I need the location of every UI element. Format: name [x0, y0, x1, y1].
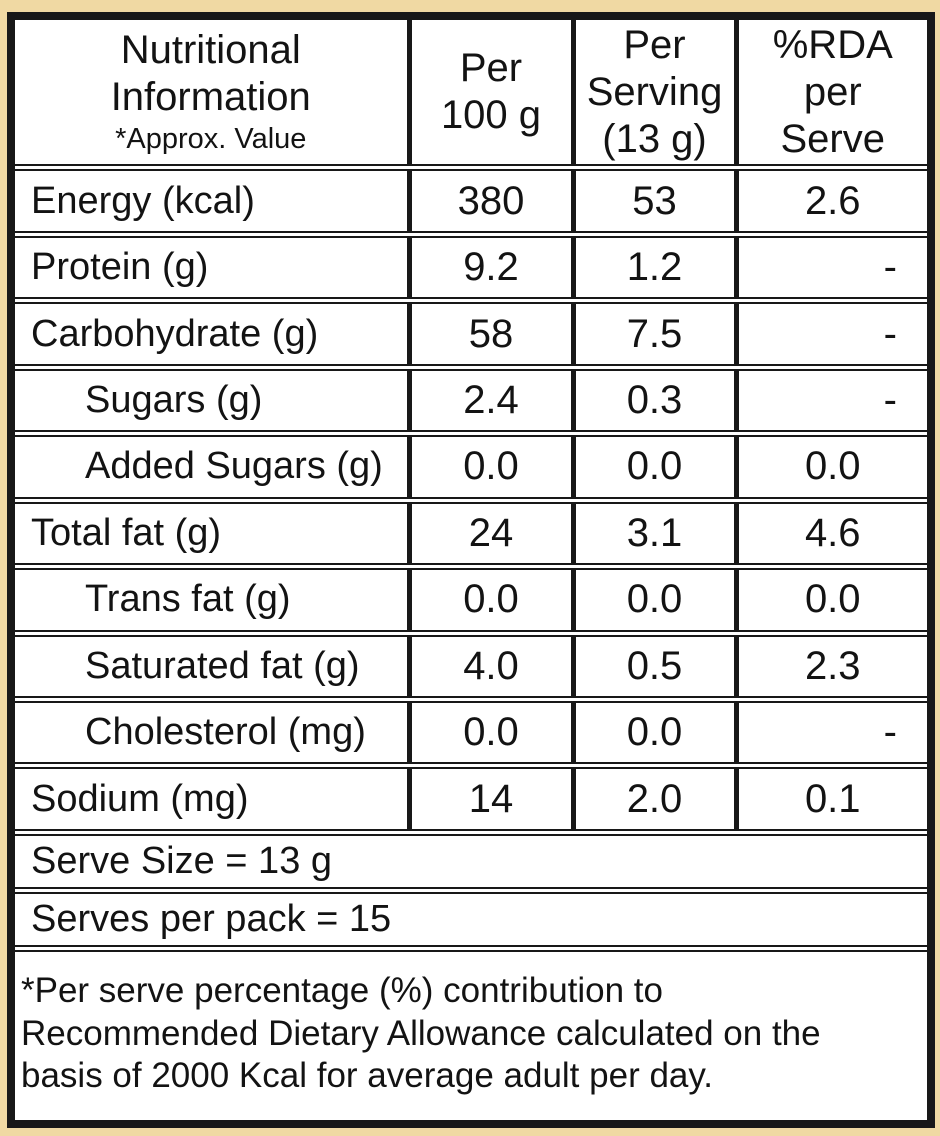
nutrient-row: Total fat (g) 24 3.1 4.6 — [8, 496, 934, 571]
header-title-line-2: Information — [110, 75, 311, 120]
value-per-100g: 9.2 — [406, 230, 576, 305]
value-per-100g: 0.0 — [406, 695, 576, 770]
header-rda-line-1: %RDA — [772, 23, 893, 67]
header-per-100g-line-2: 100 g — [440, 93, 542, 138]
value-per-100g: 58 — [406, 297, 576, 371]
value-per-serving: 7.5 — [570, 297, 739, 371]
value-per-serving: 0.5 — [570, 629, 739, 704]
header-rda-per-serve: %RDA per Serve — [733, 12, 934, 172]
nutrient-label: Sugars (g) — [8, 363, 412, 438]
nutrient-label: Trans fat (g) — [8, 563, 412, 637]
value-per-serving: 0.3 — [570, 363, 739, 438]
header-per-serving-line-1: Per — [623, 23, 686, 67]
rda-note-line-2: Recommended Dietary Allowance calculated… — [21, 1013, 821, 1053]
value-per-serving: 3.1 — [570, 496, 739, 571]
header-row: Nutritional Information *Approx. Value P… — [8, 12, 934, 172]
approx-value-note: *Approx. Value — [115, 122, 307, 155]
nutrition-footer-rows: Serve Size = 13 g Serves per pack = 15 *… — [8, 828, 934, 1128]
value-per-100g: 14 — [406, 762, 576, 836]
serves-per-pack-row: Serves per pack = 15 — [8, 886, 934, 952]
header-title-line-1: Nutritional — [120, 28, 301, 73]
header-per-serving: Per Serving (13 g) — [570, 12, 739, 172]
nutrient-label: Added Sugars (g) — [8, 430, 412, 504]
nutrient-row: Cholesterol (mg) 0.0 0.0- — [8, 695, 934, 770]
value-rda-per-serve: 0.1 — [733, 762, 934, 836]
value-per-serving: 1.2 — [570, 230, 739, 305]
nutrition-table-header: Nutritional Information *Approx. Value P… — [8, 12, 934, 172]
header-rda-line-2: per — [803, 69, 862, 114]
header-per-100g: Per 100 g — [406, 12, 576, 172]
value-per-100g: 380 — [406, 164, 576, 238]
header-nutritional-information: Nutritional Information *Approx. Value — [8, 12, 412, 172]
serve-size-text: Serve Size = 13 g — [8, 828, 934, 894]
value-per-serving: 0.0 — [570, 695, 739, 770]
value-rda-per-serve: - — [733, 230, 934, 305]
value-per-serving: 0.0 — [570, 563, 739, 637]
nutrient-label: Protein (g) — [8, 230, 412, 305]
value-rda-per-serve: 2.3 — [733, 629, 934, 704]
nutrition-rows: Energy (kcal) 380 53 2.6 Protein (g) 9.2 1.2- C… — [8, 164, 934, 836]
value-per-100g: 0.0 — [406, 563, 576, 637]
nutrient-label: Carbohydrate (g) — [8, 297, 412, 371]
nutrient-row: Trans fat (g) 0.0 0.0 0.0 — [8, 563, 934, 637]
value-rda-per-serve: 2.6 — [733, 164, 934, 238]
rda-note-text: *Per serve percentage (%) contribution t… — [8, 944, 934, 1128]
value-per-100g: 4.0 — [406, 629, 576, 704]
nutrient-label: Energy (kcal) — [8, 164, 412, 238]
value-per-100g: 24 — [406, 496, 576, 571]
nutrition-table: Nutritional Information *Approx. Value P… — [7, 12, 935, 1128]
rda-note-line-3: basis of 2000 Kcal for average adult per… — [21, 1056, 714, 1096]
value-per-100g: 2.4 — [406, 363, 576, 438]
value-per-serving: 53 — [570, 164, 739, 238]
nutrient-label: Total fat (g) — [8, 496, 412, 571]
value-per-serving: 0.0 — [570, 430, 739, 504]
serve-size-row: Serve Size = 13 g — [8, 828, 934, 894]
header-per-100g-line-1: Per — [459, 46, 523, 91]
nutrient-row: Energy (kcal) 380 53 2.6 — [8, 164, 934, 238]
nutrient-row: Sodium (mg) 14 2.0 0.1 — [8, 762, 934, 836]
nutrient-row: Added Sugars (g) 0.0 0.0 0.0 — [8, 430, 934, 504]
value-rda-per-serve: 4.6 — [733, 496, 934, 571]
rda-note-row: *Per serve percentage (%) contribution t… — [8, 944, 934, 1128]
header-per-serving-line-3: (13 g) — [602, 116, 707, 161]
rda-note-line-1: *Per serve percentage (%) contribution t… — [21, 970, 663, 1010]
nutrient-label: Cholesterol (mg) — [8, 695, 412, 770]
nutrient-row: Protein (g) 9.2 1.2- — [8, 230, 934, 305]
value-rda-per-serve: 0.0 — [733, 430, 934, 504]
value-per-100g: 0.0 — [406, 430, 576, 504]
serves-per-pack-text: Serves per pack = 15 — [8, 886, 934, 952]
value-rda-per-serve: - — [733, 695, 934, 770]
value-rda-per-serve: - — [733, 297, 934, 371]
value-per-serving: 2.0 — [570, 762, 739, 836]
nutrient-row: Sugars (g) 2.4 0.3- — [8, 363, 934, 438]
header-per-serving-line-2: Serving — [586, 69, 723, 114]
nutrient-label: Saturated fat (g) — [8, 629, 412, 704]
value-rda-per-serve: 0.0 — [733, 563, 934, 637]
value-rda-per-serve: - — [733, 363, 934, 438]
nutrient-row: Carbohydrate (g) 58 7.5- — [8, 297, 934, 371]
nutrient-label: Sodium (mg) — [8, 762, 412, 836]
header-rda-line-3: Serve — [780, 116, 886, 161]
nutrient-row: Saturated fat (g) 4.0 0.5 2.3 — [8, 629, 934, 704]
